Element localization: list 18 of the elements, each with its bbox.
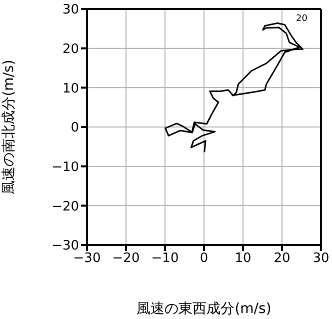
x-tick-label: 30 — [312, 251, 330, 266]
x-tick-label: 10 — [234, 251, 252, 266]
y-axis-title: 風速の南北成分(m/s) — [0, 60, 17, 194]
x-tick-label: −30 — [73, 251, 101, 266]
x-tick-label: −10 — [151, 251, 179, 266]
y-tick-label: −20 — [52, 199, 79, 214]
y-tick-label: −30 — [52, 238, 79, 254]
y-tick-label: 30 — [62, 2, 79, 18]
x-axis-title: 風速の東西成分(m/s) — [136, 301, 272, 317]
line-series — [164, 22, 304, 153]
y-tick-label: 10 — [62, 81, 79, 96]
x-tick-label: −20 — [112, 251, 140, 266]
y-tick-label: −10 — [52, 160, 79, 175]
y-tick-label: 0 — [70, 120, 79, 136]
y-tick-label: 20 — [62, 42, 79, 57]
x-tick-label: 20 — [274, 251, 290, 266]
annotation: 20 — [296, 14, 308, 24]
x-tick-label: 0 — [200, 251, 208, 266]
